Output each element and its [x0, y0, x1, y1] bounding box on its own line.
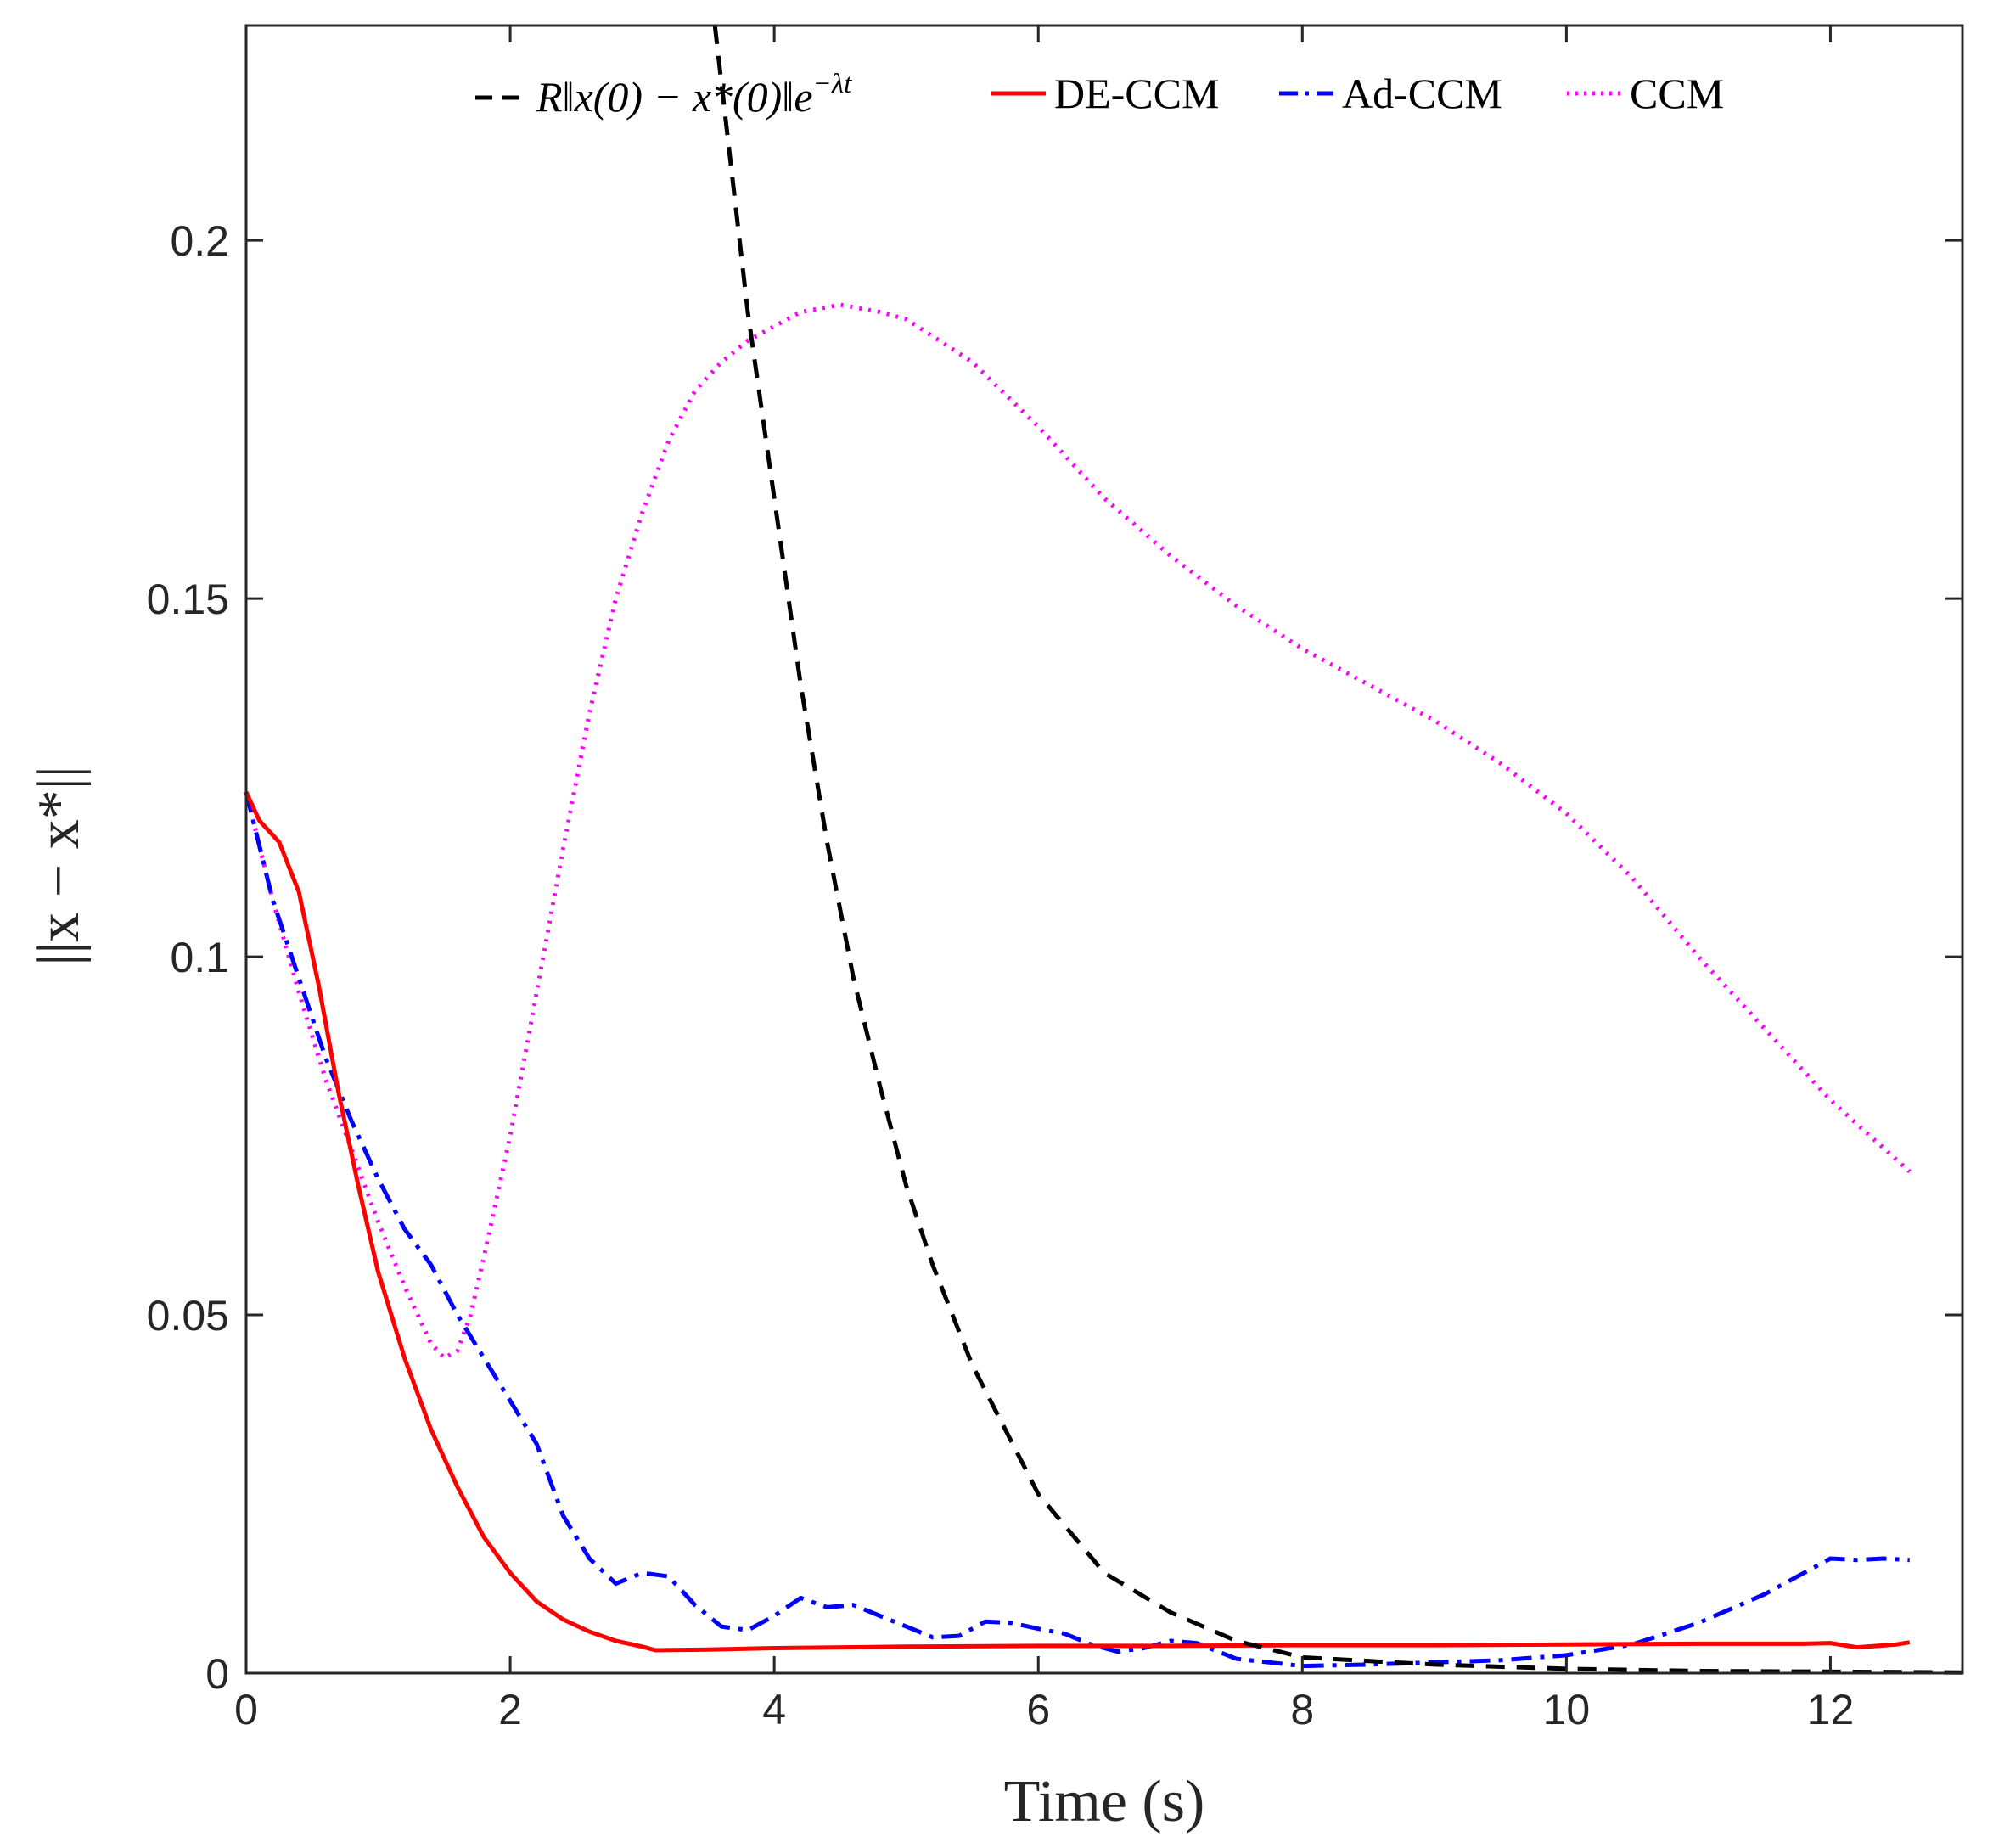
- y-tick-label: 0: [205, 1650, 229, 1698]
- series-line-de-ccm: [244, 790, 1911, 1653]
- series-line-bound: [712, 25, 1963, 1675]
- series-line-ad-ccm: [244, 791, 1910, 1669]
- legend-label-bound-exponent: −λt: [813, 69, 853, 99]
- y-tick-label: 0.1: [170, 934, 229, 981]
- plot-area-frame: [244, 24, 1964, 1675]
- x-tick-label: 8: [1290, 1686, 1314, 1733]
- legend-label-ad-ccm: Ad-CCM: [1342, 70, 1502, 117]
- x-tick-label: 6: [1026, 1686, 1050, 1733]
- y-tick-label: 0.2: [170, 217, 229, 265]
- legend-label-bound: R‖x(0) − x*(0)‖e−λt: [536, 69, 852, 121]
- legend-label-de-ccm: DE-CCM: [1054, 70, 1219, 117]
- x-axis-title: Time (s): [1004, 1769, 1205, 1834]
- y-tick-label: 0.15: [147, 576, 229, 623]
- series-line-ccm: [244, 302, 1912, 1361]
- legend-label-ccm: CCM: [1630, 70, 1724, 117]
- x-tick-label: 2: [498, 1686, 522, 1733]
- legend: R‖x(0) − x*(0)‖e−λt DE-CCM Ad-CCM CCM: [475, 69, 1724, 121]
- series-layer: [244, 25, 1963, 1675]
- y-tick-label: 0.05: [147, 1292, 229, 1340]
- tick-layer: 0 2 4 6 8 10 12 0 0.05 0.1 0.15 0.2: [147, 25, 1962, 1733]
- y-axis-title: ||x − x*||: [26, 766, 92, 966]
- x-tick-label: 4: [762, 1686, 786, 1733]
- x-tick-label: 0: [234, 1686, 258, 1733]
- legend-label-bound-main: R‖x(0) − x*(0)‖e: [536, 73, 813, 121]
- x-tick-label: 12: [1807, 1686, 1855, 1733]
- x-tick-label: 10: [1543, 1686, 1591, 1733]
